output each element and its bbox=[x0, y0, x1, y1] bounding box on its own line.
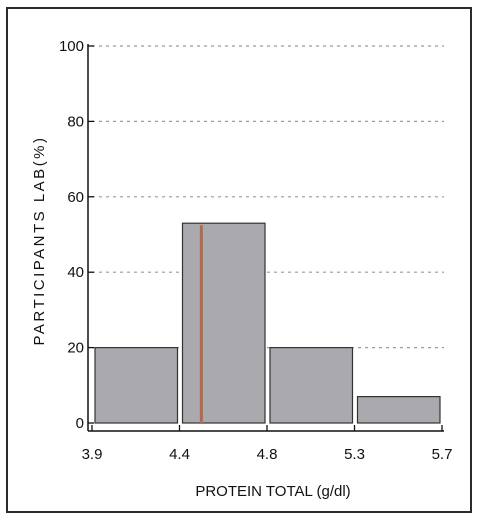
y-tick-label-20: 20 bbox=[67, 340, 84, 357]
y-tick-label-0: 0 bbox=[76, 415, 84, 432]
x-axis-label: PROTEIN TOTAL (g/dl) bbox=[195, 483, 350, 500]
x-tick-label-3.9: 3.9 bbox=[82, 446, 103, 463]
axes-layer bbox=[87, 44, 444, 432]
y-tick-label-40: 40 bbox=[67, 264, 84, 281]
y-tick-label-60: 60 bbox=[67, 189, 84, 206]
x-tick-label-4.8: 4.8 bbox=[257, 446, 278, 463]
y-tick-label-80: 80 bbox=[67, 113, 84, 130]
ticks-layer: 0 20 40 60 80 100 3.9 4.4 4.8 5.3 5.7 bbox=[59, 38, 452, 463]
x-tick-label-5.7: 5.7 bbox=[432, 446, 453, 463]
x-tick-label-5.3: 5.3 bbox=[344, 446, 365, 463]
bar-4.4-4.8 bbox=[181, 222, 266, 424]
bar-5.3-5.7 bbox=[356, 396, 441, 424]
grid-layer bbox=[92, 45, 444, 349]
bars-layer bbox=[94, 222, 441, 424]
y-axis-label: PARTICIPANTS LAB(%) bbox=[31, 135, 48, 345]
y-tick-label-100: 100 bbox=[59, 38, 84, 55]
bar-4.8-5.3 bbox=[269, 347, 354, 424]
x-tick-label-4.4: 4.4 bbox=[169, 446, 190, 463]
bar-3.9-4.4 bbox=[94, 347, 179, 424]
